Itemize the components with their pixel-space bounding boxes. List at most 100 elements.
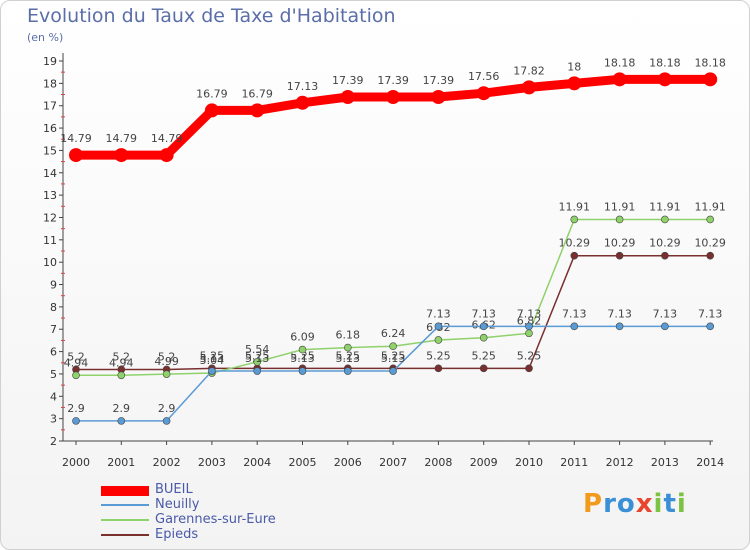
data-label: 4.94: [109, 356, 134, 369]
data-label: 7.13: [517, 307, 542, 320]
data-label: 6.18: [336, 329, 361, 342]
data-point: [298, 367, 307, 375]
proxiti-logo: Proxiti: [583, 489, 687, 519]
data-point: [612, 72, 627, 87]
data-point: [615, 215, 624, 224]
data-point: [343, 367, 352, 375]
data-label: 5.25: [517, 349, 542, 362]
y-tick-label: 18: [43, 77, 57, 90]
data-label: 2.9: [113, 402, 131, 415]
data-point: [661, 251, 669, 260]
data-label: 14.79: [60, 132, 92, 145]
data-point: [253, 358, 262, 366]
data-point: [522, 80, 536, 95]
data-label: 11.91: [694, 200, 726, 213]
y-tick-label: 8: [50, 301, 57, 314]
x-tick-label: 2002: [153, 456, 181, 469]
x-tick-label: 2007: [379, 456, 407, 469]
data-point: [72, 417, 80, 425]
data-label: 10.29: [649, 237, 681, 250]
x-tick-label: 2005: [289, 456, 317, 469]
data-label: 5.2: [158, 350, 176, 363]
data-point: [479, 333, 488, 342]
data-point: [570, 215, 579, 224]
data-label: 5.25: [471, 349, 496, 362]
data-label: 16.79: [241, 87, 273, 100]
y-tick-label: 7: [50, 323, 57, 336]
data-label: 11.91: [649, 200, 681, 213]
legend-label: Epieds: [155, 527, 199, 542]
data-label: 5.25: [290, 349, 315, 362]
data-point: [434, 322, 443, 331]
x-tick-label: 2014: [696, 456, 724, 469]
legend-label: BUEIL: [155, 482, 193, 497]
y-tick-label: 6: [50, 346, 57, 359]
legend-swatch: [101, 519, 149, 521]
data-label: 2.9: [158, 402, 176, 415]
data-label: 5.25: [245, 349, 270, 362]
data-point: [117, 371, 126, 380]
data-label: 18.18: [694, 56, 726, 69]
x-tick-label: 2009: [470, 456, 498, 469]
data-label: 17.39: [377, 74, 409, 87]
data-point: [706, 251, 715, 260]
logo-letter: o: [616, 489, 636, 519]
data-point: [389, 367, 397, 375]
data-point: [343, 343, 352, 352]
data-point: [570, 322, 579, 331]
data-point: [661, 322, 669, 331]
data-label: 17.82: [513, 64, 545, 77]
data-label: 10.29: [694, 237, 726, 250]
data-point: [389, 342, 397, 351]
data-point: [386, 89, 401, 104]
y-tick-label: 2: [50, 435, 57, 448]
data-label: 5.13: [290, 352, 315, 365]
logo-letter: P: [583, 489, 604, 519]
y-tick-label: 4: [50, 390, 57, 403]
y-tick-label: 12: [43, 211, 57, 224]
y-tick-label: 17: [43, 100, 57, 113]
data-label: 7.13: [426, 307, 451, 320]
data-point: [204, 103, 219, 118]
x-tick-label: 2004: [243, 456, 271, 469]
y-tick-label: 16: [43, 122, 57, 135]
data-label: 5.2: [113, 350, 131, 363]
legend-swatch: [101, 504, 149, 506]
data-point: [159, 148, 174, 163]
data-point: [250, 103, 265, 118]
legend-swatch: [101, 486, 149, 496]
data-point: [114, 148, 129, 163]
data-label: 17.39: [332, 74, 364, 87]
data-point: [479, 322, 488, 331]
chart-title: Evolution du Taux de Taxe d'Habitation: [27, 5, 396, 27]
data-point: [69, 148, 83, 163]
x-tick-label: 2013: [651, 456, 679, 469]
data-point: [253, 367, 262, 375]
data-label: 11.91: [559, 200, 591, 213]
data-point: [162, 417, 171, 425]
data-label: 5.25: [381, 349, 406, 362]
data-label: 5.04: [200, 354, 225, 367]
data-label: 5.13: [245, 352, 270, 365]
data-point: [525, 322, 533, 331]
data-point: [615, 322, 624, 331]
data-label: 6.24: [381, 327, 406, 340]
data-label: 4.94: [64, 356, 89, 369]
data-point: [661, 215, 669, 224]
data-point: [570, 251, 579, 260]
y-tick-label: 19: [43, 55, 57, 68]
data-label: 2.9: [67, 402, 85, 415]
x-tick-label: 2012: [606, 456, 634, 469]
x-tick-label: 2001: [107, 456, 135, 469]
data-point: [476, 86, 491, 101]
logo-letter: i: [676, 489, 687, 519]
data-point: [72, 371, 80, 380]
y-tick-label: 11: [43, 234, 57, 247]
data-point: [162, 370, 171, 378]
data-label: 18.18: [649, 56, 681, 69]
data-label: 5.25: [336, 349, 361, 362]
legend-label: Neuilly: [155, 497, 200, 512]
logo-letter: x: [635, 489, 654, 519]
